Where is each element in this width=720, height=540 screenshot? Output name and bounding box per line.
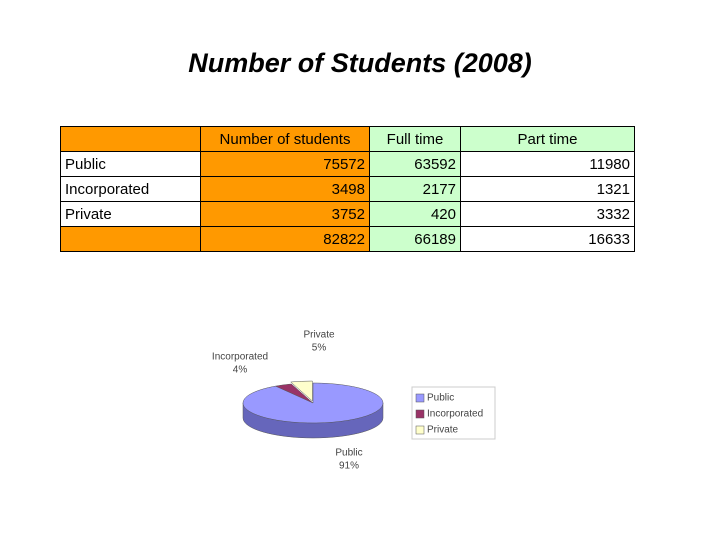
total-label-cell bbox=[60, 226, 201, 252]
legend-label: Incorporated bbox=[427, 409, 483, 420]
cell-value: 3498 bbox=[200, 176, 370, 202]
pie-slice bbox=[290, 380, 313, 402]
slice-percent: 5% bbox=[312, 343, 327, 354]
cell-value: 1321 bbox=[460, 176, 635, 202]
table-row: Public 75572 63592 11980 bbox=[60, 151, 635, 177]
legend-label: Public bbox=[427, 393, 454, 404]
legend-swatch bbox=[415, 393, 425, 403]
row-label: Incorporated bbox=[60, 176, 201, 202]
cell-value: 420 bbox=[369, 201, 461, 227]
legend-box bbox=[411, 386, 496, 440]
total-value: 82822 bbox=[200, 226, 370, 252]
table-row: Private 3752 420 3332 bbox=[60, 201, 635, 227]
total-value: 66189 bbox=[369, 226, 461, 252]
cell-value: 3752 bbox=[200, 201, 370, 227]
pie-slice bbox=[242, 382, 384, 424]
slice-label: Private bbox=[303, 330, 335, 341]
header-cell: Part time bbox=[460, 126, 635, 152]
table-row: Incorporated 3498 2177 1321 bbox=[60, 176, 635, 202]
header-cell bbox=[60, 126, 201, 152]
slice-percent: 4% bbox=[233, 365, 248, 376]
header-cell: Number of students bbox=[200, 126, 370, 152]
total-value: 16633 bbox=[460, 226, 635, 252]
title: Number of Students (2008) bbox=[188, 48, 532, 78]
legend-label: Private bbox=[427, 425, 459, 436]
slice-label: Public bbox=[335, 448, 362, 459]
legend-swatch bbox=[415, 409, 425, 419]
students-table: Number of students Full time Part time Publ… bbox=[60, 126, 635, 252]
cell-value: 3332 bbox=[460, 201, 635, 227]
row-label: Private bbox=[60, 201, 201, 227]
table-row: Number of students Full time Part time bbox=[60, 126, 635, 152]
cell-value: 63592 bbox=[369, 151, 461, 177]
table-row: 82822 66189 16633 bbox=[60, 226, 635, 252]
legend-swatch bbox=[415, 425, 425, 435]
slice-label: Incorporated bbox=[212, 352, 268, 363]
slice-percent: 91% bbox=[339, 461, 359, 472]
cell-value: 75572 bbox=[200, 151, 370, 177]
